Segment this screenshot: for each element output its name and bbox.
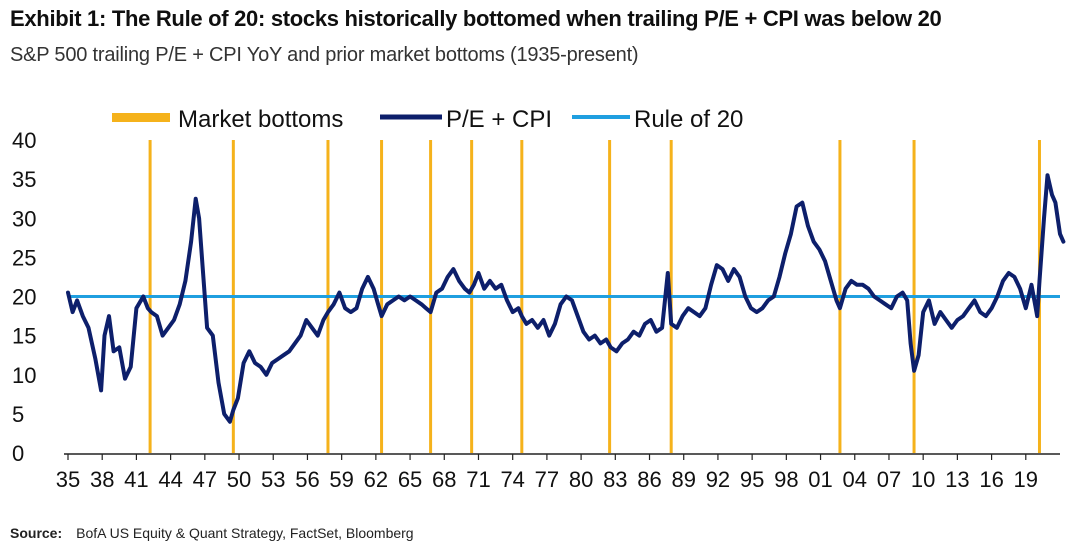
x-tick-label: 19: [1014, 467, 1038, 492]
x-tick-label: 44: [158, 467, 182, 492]
x-tick-label: 83: [603, 467, 627, 492]
x-tick-label: 86: [637, 467, 661, 492]
x-tick-label: 10: [911, 467, 935, 492]
y-axis-ticks: 0 5 10 15 20 25 30 35 40: [12, 128, 36, 466]
x-tick-label: 56: [295, 467, 319, 492]
x-tick-label: 01: [808, 467, 832, 492]
pe-cpi-series-line: [66, 173, 1066, 424]
y-tick-label: 0: [12, 441, 24, 466]
source-label: Source:: [10, 525, 63, 541]
y-tick-label: 40: [12, 128, 36, 153]
y-tick-label: 30: [12, 206, 36, 231]
y-tick-label: 10: [12, 363, 36, 388]
y-tick-label: 15: [12, 324, 36, 349]
x-tick-label: 68: [432, 467, 456, 492]
y-tick-label: 35: [12, 167, 36, 192]
x-tick-label: 07: [877, 467, 901, 492]
x-tick-label: 62: [364, 467, 388, 492]
x-tick-label: 74: [500, 467, 524, 492]
x-tick-label: 77: [535, 467, 559, 492]
legend-label-rule-of-20: Rule of 20: [634, 106, 743, 133]
x-axis-ticks: 35 38 41 44 47 50 53 56 59 62 65 68 71 74 77 80 83 86 89 92…: [56, 454, 1038, 492]
x-tick-label: 04: [843, 467, 867, 492]
x-tick-label: 13: [945, 467, 969, 492]
legend: Market bottoms P/E + CPI Rule of 20: [112, 106, 743, 133]
source-note: Source: BofA US Equity & Quant Strategy, …: [10, 525, 414, 541]
x-tick-label: 98: [774, 467, 798, 492]
x-tick-label: 71: [466, 467, 490, 492]
x-tick-label: 80: [569, 467, 593, 492]
x-tick-label: 50: [227, 467, 251, 492]
y-tick-label: 20: [12, 285, 36, 310]
legend-label-market-bottoms: Market bottoms: [178, 106, 343, 133]
x-tick-label: 16: [979, 467, 1003, 492]
legend-label-pe-cpi: P/E + CPI: [446, 106, 552, 133]
x-tick-label: 38: [90, 467, 114, 492]
page-title: Exhibit 1: The Rule of 20: stocks histor…: [10, 6, 942, 31]
x-tick-label: 92: [706, 467, 730, 492]
legend-swatch-market-bottoms: [112, 113, 170, 122]
x-tick-label: 65: [398, 467, 422, 492]
y-tick-label: 5: [12, 402, 24, 427]
x-tick-label: 41: [124, 467, 148, 492]
x-tick-label: 35: [56, 467, 80, 492]
x-tick-label: 95: [740, 467, 764, 492]
x-tick-label: 53: [261, 467, 285, 492]
source-text: BofA US Equity & Quant Strategy, FactSet…: [76, 525, 414, 541]
x-tick-label: 89: [671, 467, 695, 492]
y-tick-label: 25: [12, 245, 36, 270]
x-tick-label: 47: [193, 467, 217, 492]
page-subtitle: S&P 500 trailing P/E + CPI YoY and prior…: [10, 44, 639, 66]
x-tick-label: 59: [329, 467, 353, 492]
